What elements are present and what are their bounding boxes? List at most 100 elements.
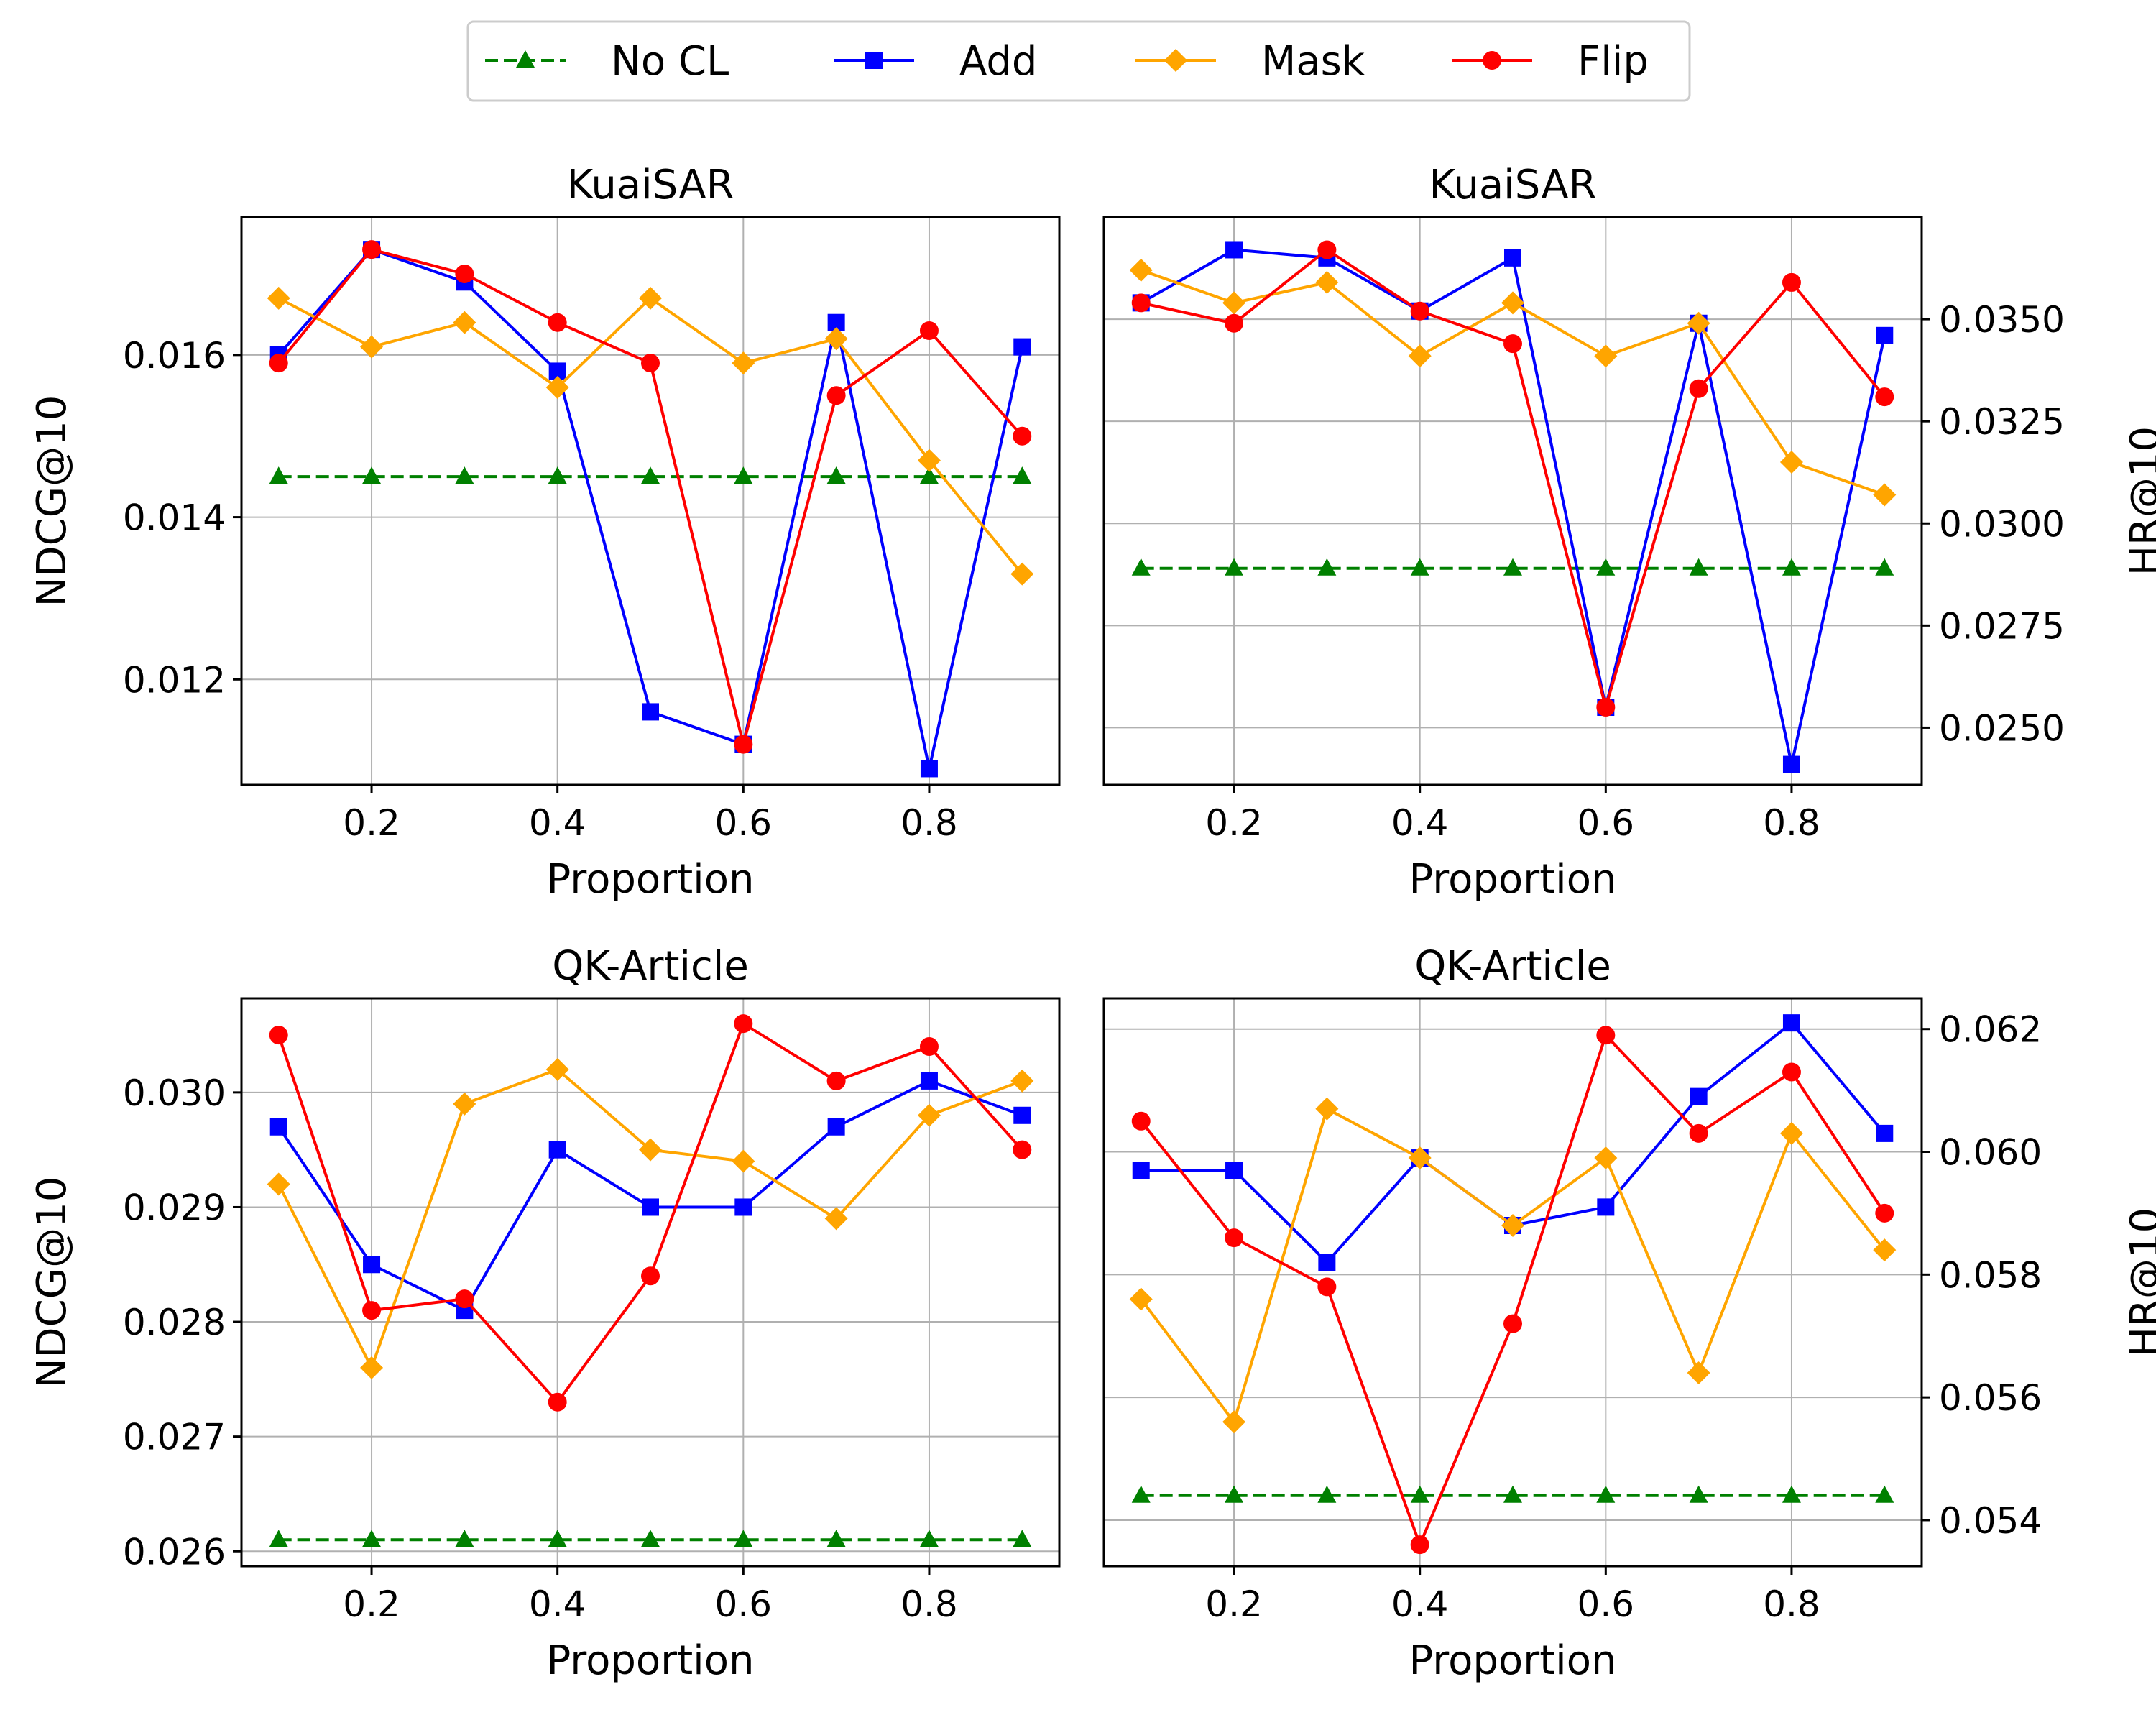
series-mask <box>1129 258 1897 507</box>
data-point-mask <box>360 1356 384 1379</box>
data-point-flip <box>919 321 939 340</box>
data-point-flip <box>548 1392 567 1412</box>
data-point-mask <box>1222 1410 1246 1434</box>
data-point-mask <box>1501 291 1524 315</box>
data-point-mask <box>1873 1238 1897 1262</box>
series-no-cl <box>1131 558 1894 576</box>
series-no-cl <box>269 1530 1032 1547</box>
data-point-mask <box>1010 1069 1034 1092</box>
legend-marker-add <box>865 52 883 69</box>
series-line-add <box>1140 248 1886 766</box>
data-point-flip <box>269 354 288 373</box>
legend-marker-nocl <box>516 50 535 68</box>
y-tick-label: 0.014 <box>123 497 226 539</box>
data-point-no-cl <box>455 466 474 484</box>
data-point-flip <box>455 1289 474 1309</box>
series-add <box>1132 241 1894 773</box>
x-tick-label: 0.4 <box>529 1583 586 1625</box>
data-point-mask <box>1129 1287 1153 1311</box>
data-point-no-cl <box>826 466 846 484</box>
y-tick-label: 0.0325 <box>1939 401 2065 443</box>
data-point-mask <box>1315 270 1339 294</box>
y-axis-label: HR@10 <box>2122 426 2156 576</box>
data-point-add <box>1690 1087 1708 1105</box>
series-add <box>270 241 1031 778</box>
data-point-add <box>1876 326 1894 344</box>
x-tick-label: 0.8 <box>900 802 958 844</box>
x-tick-label: 0.8 <box>1763 1583 1820 1625</box>
data-point-flip <box>1503 1314 1522 1333</box>
x-tick-label: 0.6 <box>715 1583 773 1625</box>
data-point-flip <box>1875 387 1894 407</box>
data-point-no-cl <box>1013 1530 1032 1547</box>
data-point-flip <box>1782 1062 1801 1082</box>
series-line-flip <box>1140 1034 1886 1547</box>
data-point-add <box>270 1118 287 1136</box>
x-tick-label: 0.6 <box>1577 802 1635 844</box>
data-point-flip <box>1782 272 1801 292</box>
data-point-flip <box>826 386 846 405</box>
data-point-no-cl <box>734 466 753 484</box>
data-point-mask <box>1129 258 1153 282</box>
series-mask <box>1129 1097 1897 1434</box>
chart-title: QK-Article <box>552 943 749 990</box>
data-point-flip <box>1596 698 1616 717</box>
data-point-no-cl <box>1225 558 1244 576</box>
data-point-mask <box>639 286 662 310</box>
data-point-no-cl <box>1410 558 1429 576</box>
data-point-mask <box>1408 1146 1432 1170</box>
data-point-no-cl <box>1503 558 1522 576</box>
data-point-flip <box>1317 240 1337 259</box>
series-line-mask <box>1140 1107 1886 1424</box>
series-flip <box>1131 240 1894 717</box>
chart-panel-2: 0.2 0.4 0.6 0.8 0.0250 0.0275 0.0300 0.0325 0.03… <box>1102 162 2156 903</box>
data-point-flip <box>734 735 753 754</box>
data-point-mask <box>824 1207 848 1230</box>
y-tick-label: 0.058 <box>1939 1254 2042 1296</box>
chart-panel-3: 0.2 0.4 0.6 0.8 0.026 0.027 0.028 0.029 0.030 QK-… <box>29 943 1061 1684</box>
chart-panel-4: 0.2 0.4 0.6 0.8 0.054 0.056 0.058 0.060 0.062 QK-… <box>1102 943 2156 1684</box>
y-tick-label: 0.026 <box>123 1531 226 1573</box>
data-point-flip <box>641 1266 660 1286</box>
series-no-cl <box>269 466 1032 484</box>
series-line-flip <box>277 248 1023 746</box>
x-axis-label: Proportion <box>1409 1637 1617 1684</box>
x-tick-label: 0.8 <box>900 1583 958 1625</box>
data-point-mask <box>917 448 941 472</box>
data-point-no-cl <box>1596 1485 1616 1503</box>
legend-marker-mask <box>1164 49 1187 72</box>
data-point-mask <box>267 1172 290 1196</box>
data-point-no-cl <box>1596 558 1616 576</box>
charts: 0.2 0.4 0.6 0.8 0.012 0.014 0.016 KuaiSAR Propor… <box>29 162 2156 1684</box>
plot-frame <box>1102 216 1923 786</box>
data-point-no-cl <box>269 466 288 484</box>
x-axis-label: Proportion <box>547 856 755 903</box>
y-tick-label: 0.028 <box>123 1302 226 1343</box>
x-tick-label: 0.6 <box>715 802 773 844</box>
data-point-no-cl <box>641 1530 660 1547</box>
y-tick-label: 0.056 <box>1939 1377 2042 1419</box>
data-point-mask <box>1010 562 1034 586</box>
legend-frame <box>466 20 1691 102</box>
series-mask <box>267 286 1034 586</box>
legend-label-flip: Flip <box>1577 38 1649 85</box>
data-point-add <box>363 1256 381 1274</box>
data-point-flip <box>1689 379 1708 398</box>
data-point-no-cl <box>362 466 382 484</box>
data-point-add <box>642 703 659 721</box>
data-point-mask <box>1779 451 1803 474</box>
y-tick-label: 0.012 <box>123 659 226 701</box>
data-point-flip <box>1875 1203 1894 1223</box>
data-point-mask <box>732 351 755 375</box>
series-no-cl <box>1131 1485 1894 1503</box>
y-axis-label: NDCG@10 <box>29 395 75 607</box>
data-point-add <box>1782 1014 1800 1032</box>
series-mask <box>267 1057 1034 1379</box>
data-point-flip <box>362 240 382 259</box>
data-point-no-cl <box>1410 1485 1429 1503</box>
plot-frame <box>240 216 1061 786</box>
data-point-mask <box>732 1149 755 1173</box>
legend-marker-flip <box>1483 51 1501 70</box>
data-point-no-cl <box>1317 1485 1337 1503</box>
data-point-mask <box>1408 344 1432 368</box>
